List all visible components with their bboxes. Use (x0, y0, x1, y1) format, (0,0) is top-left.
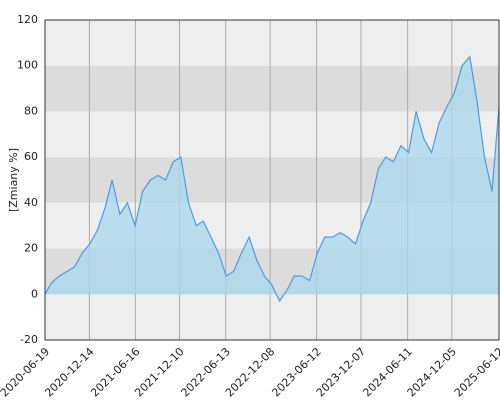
area (45, 56, 499, 302)
plot-band (45, 20, 499, 66)
plot-band (45, 294, 499, 340)
y-tick-label: 120 (17, 13, 38, 26)
line (44, 55, 500, 303)
x-tick-label: 2025-06-12 (452, 345, 500, 399)
y-tick-label: -20 (20, 333, 38, 346)
y-tick-label: 60 (24, 150, 38, 163)
y-tick-label: 20 (24, 242, 38, 255)
y-axis-label: [Zmiany %] (7, 148, 20, 212)
y-tick-label: 0 (31, 287, 38, 300)
plot-border (44, 19, 500, 341)
y-tick-label: 100 (17, 59, 38, 72)
y-tick-label: 80 (24, 104, 38, 117)
y-tick-label: 40 (24, 196, 38, 209)
plot-band (45, 65, 499, 112)
